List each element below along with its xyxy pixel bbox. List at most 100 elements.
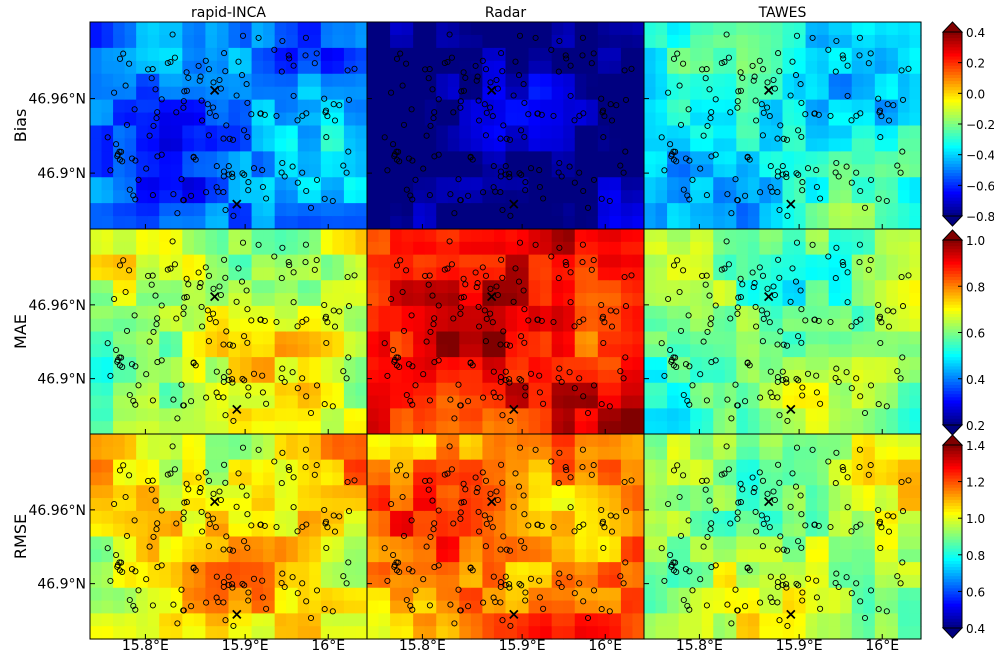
heatmap-cell [159,485,172,499]
colorbar-segment [943,203,962,208]
station-marker [558,378,565,386]
heatmap-cell [263,421,276,435]
heatmap-cell [136,254,149,269]
heatmap-cell [597,254,610,269]
heatmap-cell [794,626,807,640]
heatmap-cell [909,357,922,371]
heatmap-cell [401,22,414,36]
station-marker [273,318,280,326]
heatmap-cell [840,47,853,62]
heatmap-cell [332,536,345,550]
heatmap-cell [493,562,507,576]
heatmap-cell [413,562,426,576]
heatmap-cell [413,395,426,409]
heatmap-cell [401,177,414,191]
heatmap-cell [424,138,437,152]
cross-marker [210,497,220,507]
heatmap-cell [528,190,541,204]
station-marker [435,562,442,569]
heatmap-cell [159,151,172,165]
station-marker [905,65,912,72]
heatmap-cell [713,60,726,75]
heatmap-cell [828,190,841,204]
heatmap-cell [459,459,472,474]
station-marker [422,66,429,73]
heatmap-cell [655,498,668,512]
heatmap-cell [690,472,703,486]
heatmap-cell [343,369,357,384]
heatmap-cell [436,536,449,550]
heatmap-cell [286,190,299,204]
heatmap-cell [540,138,553,152]
heatmap-cell [805,549,818,563]
heatmap-cell [690,510,703,525]
station-marker [489,524,496,531]
heatmap-cell [482,626,495,640]
heatmap-cell [632,99,645,114]
heatmap-cell [390,382,403,397]
heatmap-cell [124,344,137,358]
heatmap-cell [736,47,749,62]
station-marker [188,603,195,610]
heatmap-cell [286,536,299,550]
heatmap-cell [274,267,287,281]
heatmap-cell [794,344,807,358]
heatmap-cell [713,344,726,358]
station-marker [403,267,410,274]
station-marker [239,170,246,177]
heatmap-cell [897,459,911,474]
station-marker [243,492,250,499]
heatmap-cell [228,112,241,127]
heatmap-cell [263,125,276,140]
heatmap-cell [517,549,530,563]
heatmap-cell [182,293,195,307]
station-marker [758,512,765,519]
heatmap-cell [436,151,449,165]
heatmap-cell [897,125,911,140]
heatmap-cell [678,151,691,165]
station-marker [221,50,228,57]
station-marker [299,375,306,382]
heatmap-cell [378,472,391,486]
heatmap-cell [713,164,726,178]
heatmap-cell [863,190,876,204]
station-marker [777,533,784,540]
heatmap-cell [747,47,761,62]
heatmap-cell [528,357,541,371]
heatmap-cell [897,86,911,101]
heatmap-cell [551,485,564,499]
heatmap-cell [136,331,149,345]
heatmap-cell [216,164,230,178]
station-marker [776,412,783,419]
heatmap-cell [367,203,380,217]
heatmap-cell [817,280,830,294]
heatmap-cell [678,421,691,435]
heatmap-cell [551,382,564,397]
heatmap-cell [540,164,553,178]
heatmap-cell [413,331,426,345]
heatmap-cell [182,523,195,538]
station-marker [457,104,464,111]
heatmap-cell [874,151,887,165]
station-marker [220,341,227,348]
station-marker [556,159,563,167]
heatmap-cell [828,626,841,640]
heatmap-cell [482,216,495,230]
heatmap-cell [136,151,149,165]
station-marker [290,269,297,276]
heatmap-cell [805,73,818,88]
heatmap-cell [828,305,841,320]
heatmap-cell [874,344,887,358]
heatmap-cell [840,536,853,550]
heatmap-cell [390,485,403,499]
station-marker [670,262,678,269]
station-marker [289,163,296,170]
station-marker [792,278,800,285]
heatmap-cell [747,549,761,563]
heatmap-cell [770,280,784,294]
heatmap-cell [274,125,287,140]
heatmap-cell [851,293,864,307]
heatmap-cell [655,459,668,474]
heatmap-cell [436,395,449,409]
heatmap-cell [228,177,241,191]
